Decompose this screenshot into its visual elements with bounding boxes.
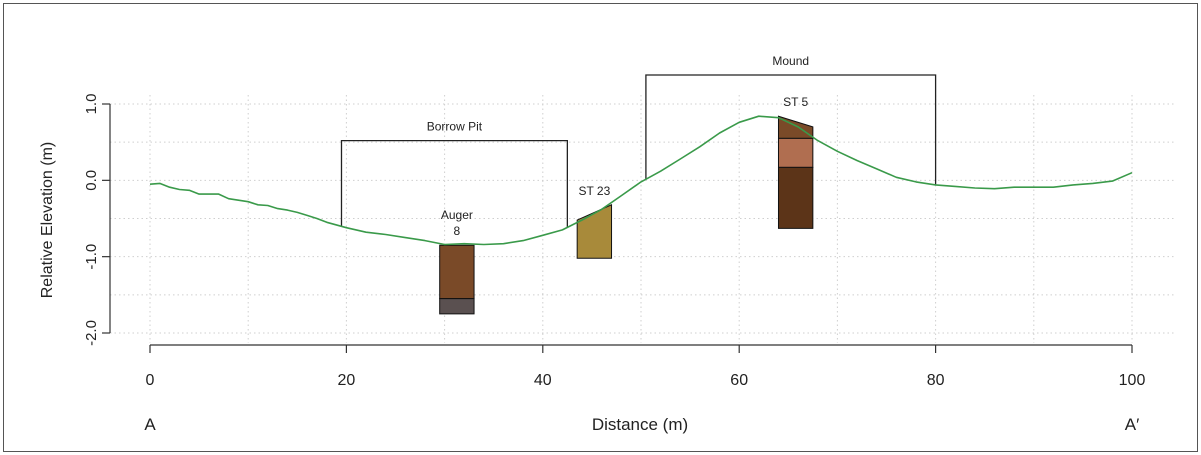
gridlines bbox=[110, 95, 1175, 343]
bracket-label: Borrow Pit bbox=[427, 120, 483, 134]
y-tick-label: 1.0 bbox=[83, 94, 100, 115]
bracket-outline bbox=[645, 74, 937, 185]
x-axis-label: Distance (m) bbox=[592, 415, 688, 434]
bracket-outline bbox=[340, 139, 568, 228]
bracket-label: Mound bbox=[772, 54, 809, 68]
x-tick-label: 0 bbox=[146, 372, 155, 389]
core-layer bbox=[777, 166, 814, 229]
bracket-mound: Mound bbox=[645, 54, 937, 185]
y-tick-label: -1.0 bbox=[83, 244, 100, 270]
core-columns: Auger 8 ST 23 ST 5 bbox=[439, 95, 814, 315]
y-axis-label: Relative Elevation (m) bbox=[39, 142, 56, 299]
x-tick-label: 20 bbox=[338, 372, 356, 389]
core-layer bbox=[439, 244, 475, 300]
core-layer bbox=[439, 298, 475, 315]
x-tick-label: 100 bbox=[1119, 372, 1146, 389]
core-label: ST 5 bbox=[783, 95, 808, 109]
core-auger-8: Auger 8 bbox=[439, 208, 475, 315]
axes: 0 20 40 60 80 100 -2.0 -1.0 0.0 1.0 bbox=[83, 94, 1145, 389]
core-label: Auger bbox=[441, 208, 473, 222]
profile-line bbox=[149, 115, 1133, 246]
core-st-5: ST 5 bbox=[777, 95, 814, 229]
core-st-23: ST 23 bbox=[576, 184, 613, 259]
x-tick-label: 40 bbox=[534, 372, 552, 389]
y-tick-label: 0.0 bbox=[83, 170, 100, 191]
endpoint-label-right: A′ bbox=[1125, 415, 1140, 434]
profile-line-group bbox=[149, 115, 1133, 246]
bracket-borrow-pit: Borrow Pit bbox=[340, 120, 568, 228]
y-tick-label: -2.0 bbox=[83, 320, 100, 346]
x-tick-label: 80 bbox=[927, 372, 945, 389]
core-layer bbox=[777, 137, 814, 168]
feature-brackets: Borrow Pit Mound bbox=[340, 54, 937, 228]
x-tick-label: 60 bbox=[730, 372, 748, 389]
core-label: 8 bbox=[454, 224, 461, 238]
endpoint-label-left: A bbox=[144, 415, 156, 434]
core-label: ST 23 bbox=[578, 184, 610, 198]
